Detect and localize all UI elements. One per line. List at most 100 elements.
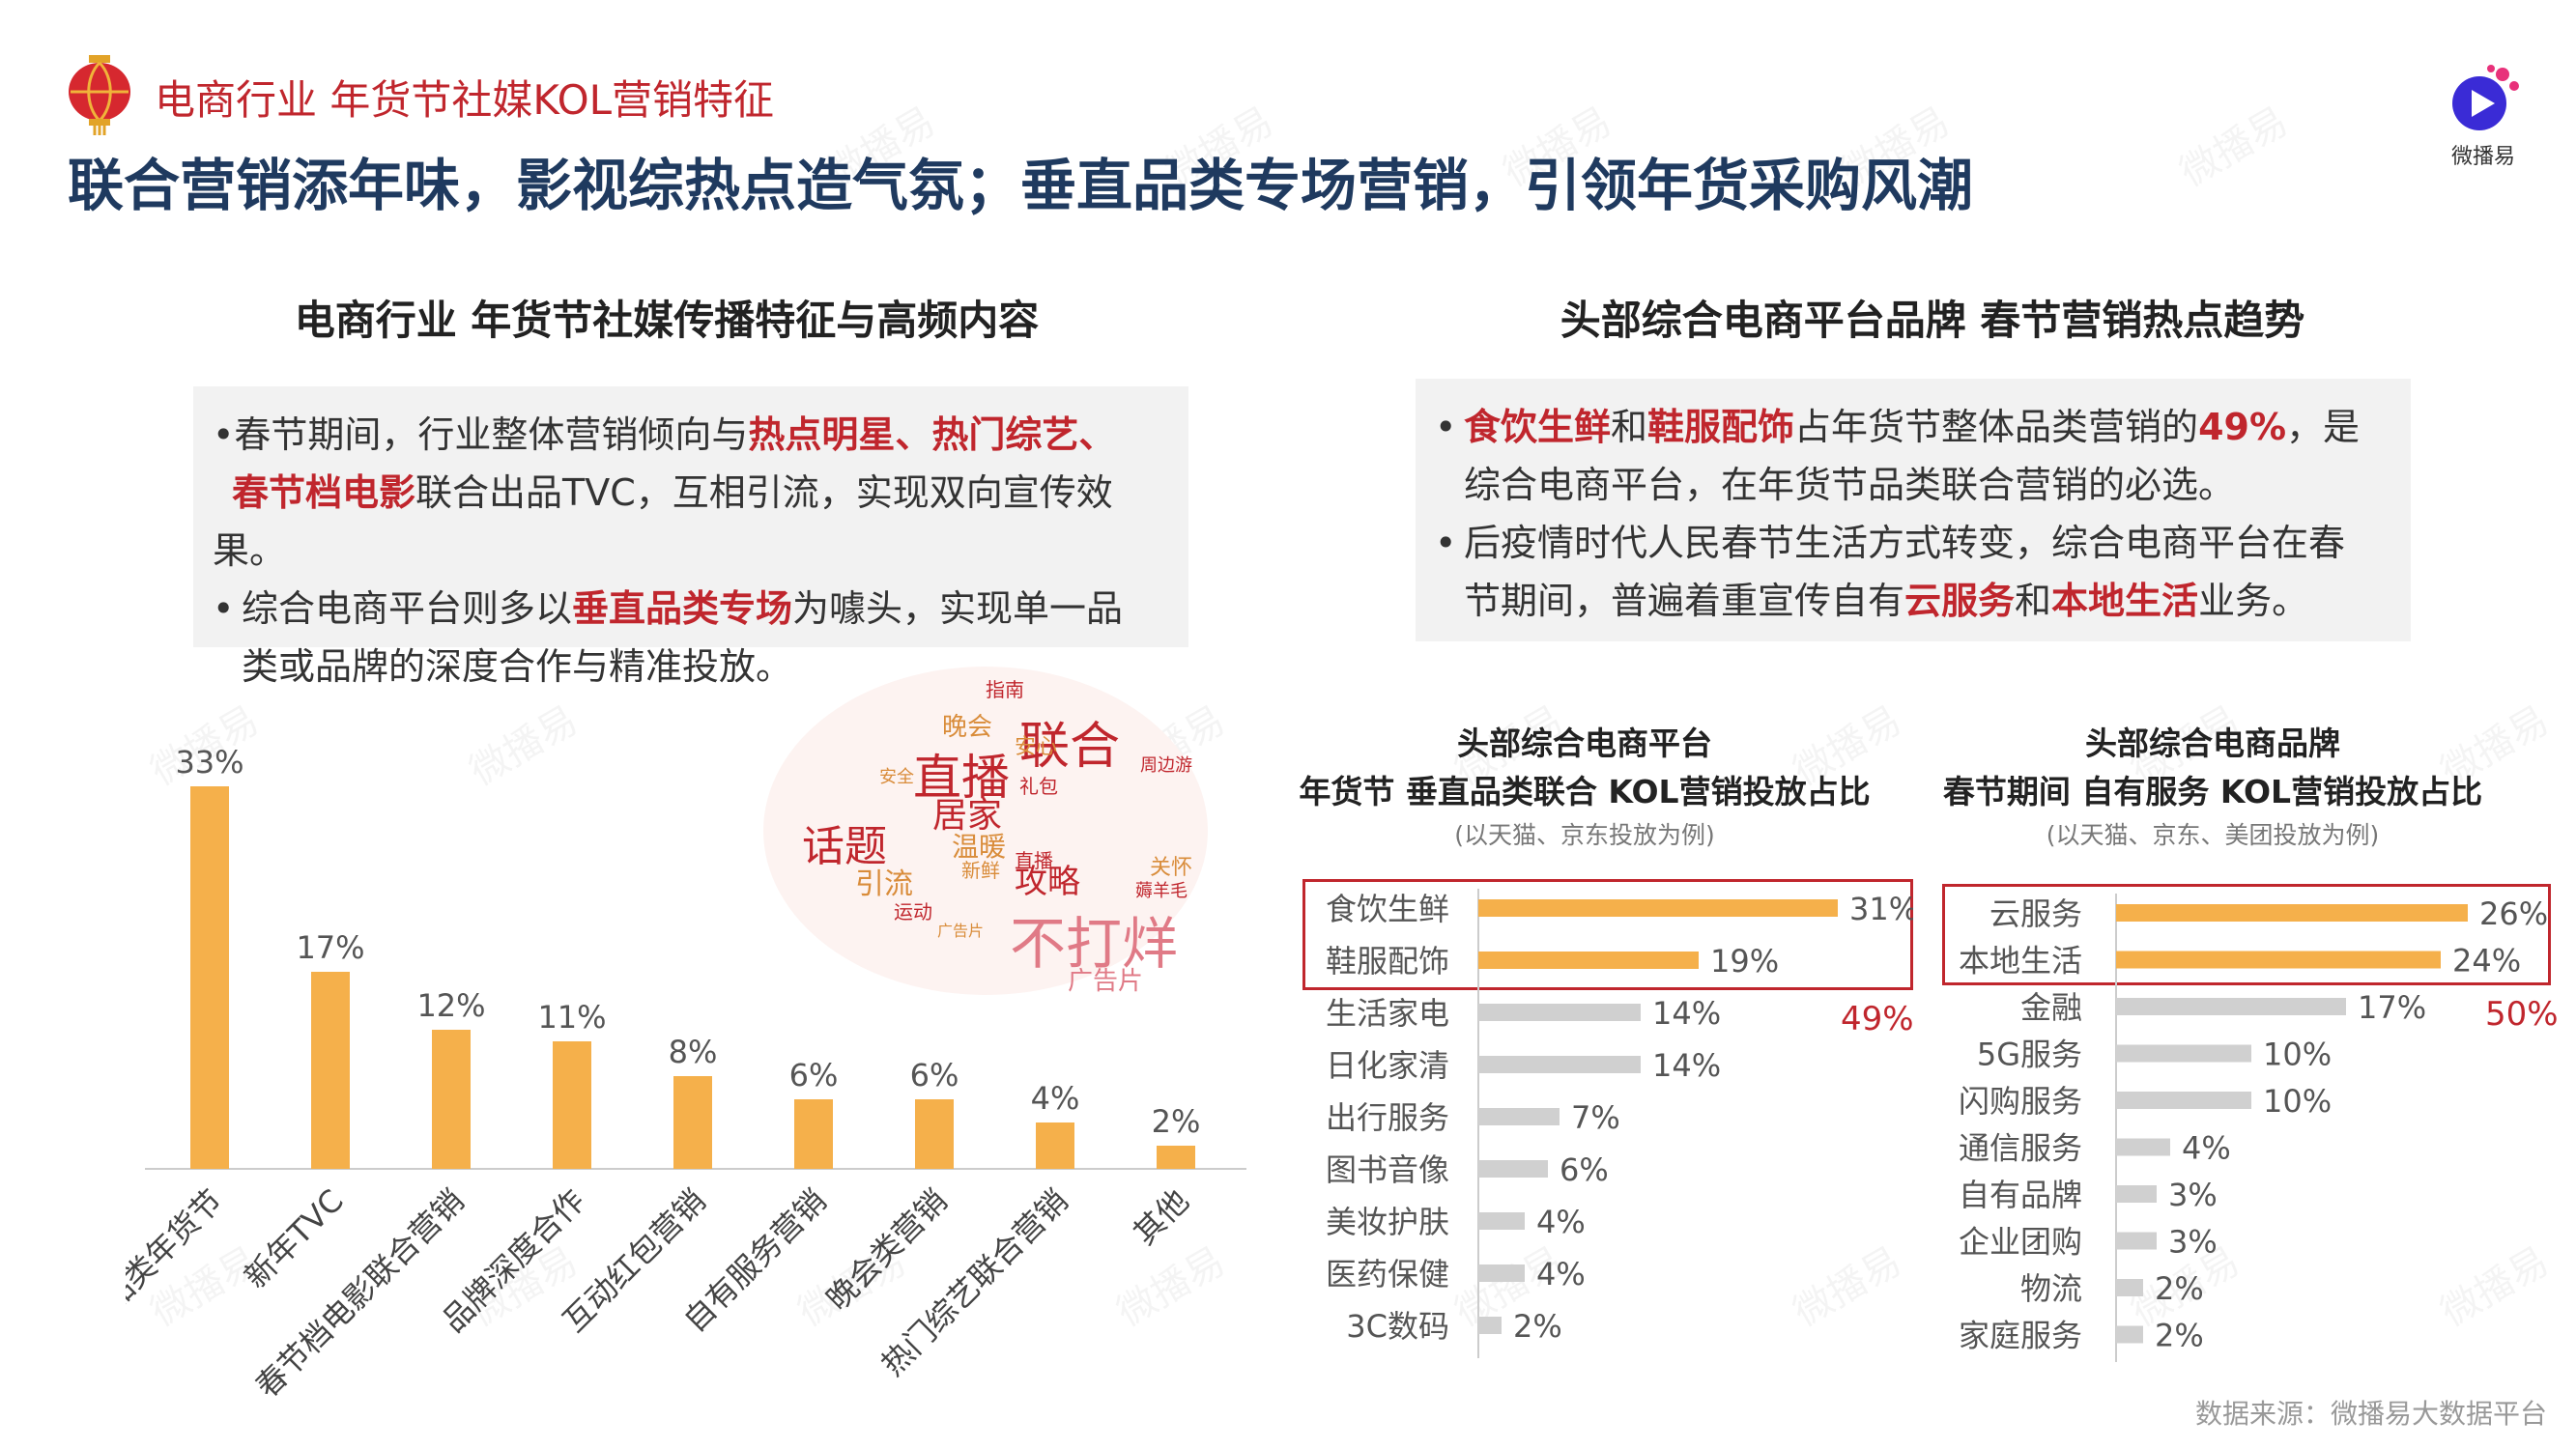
bar bbox=[2116, 1092, 2251, 1109]
data-label: 4% bbox=[1536, 1204, 1586, 1240]
data-label: 14% bbox=[1652, 995, 1721, 1032]
chart-category-marketing: 33%品类年货节17%新年TVC12%春节档电影联合营销11%品牌深度合作8%互… bbox=[126, 744, 1246, 1406]
category-label: 通信服务 bbox=[1959, 1130, 2082, 1167]
cloud-word: 指南 bbox=[986, 678, 1024, 701]
bar bbox=[1478, 1160, 1548, 1178]
category-label: 本地生活 bbox=[1959, 943, 2082, 980]
data-label: 17% bbox=[296, 929, 364, 966]
data-label: 2% bbox=[1513, 1308, 1562, 1345]
left-text-box: •春节期间，行业整体营销倾向与热点明星、热门综艺、 春节档电影联合出品TVC，互… bbox=[193, 386, 1188, 688]
category-label: 日化家清 bbox=[1326, 1047, 1449, 1084]
highlight-total-vertical: 49% bbox=[1841, 1000, 1914, 1038]
bar bbox=[673, 1076, 712, 1169]
category-label: 生活家电 bbox=[1326, 995, 1449, 1032]
category-label: 5G服务 bbox=[1977, 1037, 2082, 1073]
bar bbox=[1478, 1108, 1560, 1125]
category-label: 3C数码 bbox=[1346, 1308, 1449, 1345]
category-label: 医药保健 bbox=[1326, 1256, 1449, 1293]
data-label: 6% bbox=[1560, 1151, 1609, 1188]
chart-vertical-note: (以天猫、京东投放为例) bbox=[1454, 821, 1715, 849]
bar bbox=[1036, 1122, 1074, 1169]
bar bbox=[1478, 952, 1699, 969]
highlight-box-vertical bbox=[1302, 879, 1913, 990]
data-label: 6% bbox=[910, 1057, 959, 1094]
bullet-icon: • bbox=[1435, 522, 1457, 564]
breadcrumb: 电商行业 年货节社媒KOL营销特征 bbox=[155, 76, 775, 124]
chart-vertical-subtitle: 年货节 垂直品类联合 KOL营销投放占比 bbox=[1299, 773, 1871, 810]
data-label: 19% bbox=[1710, 943, 1779, 980]
data-label: 11% bbox=[537, 999, 606, 1036]
chart-service-title: 头部综合电商品牌 bbox=[2085, 724, 2340, 762]
data-label: 24% bbox=[2452, 943, 2521, 980]
data-label: 7% bbox=[1571, 1099, 1620, 1136]
bar bbox=[1478, 1317, 1502, 1334]
chart-service-note: (以天猫、京东、美团投放为例) bbox=[2046, 821, 2380, 849]
bar bbox=[1478, 1212, 1525, 1230]
data-label: 10% bbox=[2263, 1037, 2332, 1073]
category-label: 食饮生鲜 bbox=[1326, 891, 1449, 927]
data-label: 4% bbox=[1031, 1080, 1080, 1117]
cloud-word: 安心 bbox=[1015, 735, 1058, 759]
cloud-word: 薅羊毛 bbox=[1135, 881, 1188, 901]
data-label: 33% bbox=[175, 744, 243, 781]
bar bbox=[1478, 1056, 1641, 1073]
brand-logo-text: 微播易 bbox=[2450, 145, 2515, 169]
x-tick-label: 春节档电影联合营销 bbox=[248, 1182, 472, 1406]
bar bbox=[2116, 1044, 2251, 1063]
x-tick-label: 品类年货节 bbox=[126, 1182, 230, 1318]
cloud-word: 攻略 bbox=[1015, 863, 1080, 901]
left-paragraph-2: • 综合电商平台则多以垂直品类专场为噱头，实现单一品 类或品牌的深度合作与精准投放… bbox=[213, 580, 1169, 696]
data-label: 2% bbox=[2155, 1270, 2204, 1307]
data-label: 4% bbox=[2182, 1130, 2231, 1167]
category-label: 物流 bbox=[2020, 1270, 2082, 1307]
data-label: 2% bbox=[2155, 1318, 2204, 1354]
cloud-word: 温暖 bbox=[952, 831, 1007, 863]
bar bbox=[2116, 1185, 2157, 1203]
data-label: 3% bbox=[2168, 1224, 2218, 1261]
lantern-icon bbox=[66, 53, 133, 135]
bullet-icon: • bbox=[1435, 406, 1457, 448]
right-text-box: • 食饮生鲜和鞋服配饰占年货节整体品类营销的49%，是 综合电商平台，在年货节品类… bbox=[1416, 379, 2411, 641]
cloud-word: 直播 bbox=[1015, 849, 1053, 872]
cloud-word: 广告片 bbox=[937, 922, 985, 940]
category-label: 鞋服配饰 bbox=[1326, 943, 1449, 980]
cloud-word: 引流 bbox=[855, 867, 913, 901]
bar bbox=[553, 1041, 591, 1169]
data-label: 4% bbox=[1536, 1256, 1586, 1293]
data-label: 26% bbox=[2479, 895, 2548, 932]
bar bbox=[1478, 1004, 1641, 1021]
word-cloud: 联合 直播 居家 话题 不打烊 攻略 引流 温暖 晚会 指南 安心 周边游 礼包… bbox=[763, 667, 1208, 996]
cloud-word: 直播 bbox=[913, 750, 1010, 806]
cloud-word: 不打烊 bbox=[1010, 911, 1179, 977]
cloud-word: 居家 bbox=[932, 796, 1003, 836]
data-label: 12% bbox=[416, 987, 485, 1024]
play-logo-icon bbox=[2452, 65, 2519, 130]
chart-own-services: 云服务 26% 本地生活 24% 金融 17% 5G服务 10% 闪购服务 10% 通信服务 4% 自有… bbox=[1959, 894, 2548, 1362]
right-paragraph-1: • 食饮生鲜和鞋服配饰占年货节整体品类营销的49%，是 综合电商平台，在年货节品类… bbox=[1435, 398, 2391, 514]
watermark: 微播易 bbox=[2168, 91, 2297, 197]
category-label: 图书音像 bbox=[1326, 1151, 1449, 1188]
chart-vertical-header: 头部综合电商平台 年货节 垂直品类联合 KOL营销投放占比 (以天猫、京东投放为… bbox=[1295, 720, 1875, 851]
data-label: 2% bbox=[1152, 1103, 1201, 1140]
data-label: 17% bbox=[2358, 989, 2426, 1026]
data-label: 3% bbox=[2168, 1177, 2218, 1213]
chart-vertical-title: 头部综合电商平台 bbox=[1457, 724, 1712, 762]
bar bbox=[2116, 1232, 2157, 1250]
x-tick-label: 新年TVC bbox=[237, 1182, 350, 1295]
cloud-word: 广告片 bbox=[1068, 967, 1144, 996]
bar bbox=[1478, 899, 1838, 917]
chart-vertical-category: 食饮生鲜 31% 鞋服配饰 19% 生活家电 14% 日化家清 14% 出行服务 7% 图书音像 6%… bbox=[1326, 889, 1913, 1358]
bar bbox=[915, 1099, 954, 1169]
chart-service-header: 头部综合电商品牌 春节期间 自有服务 KOL营销投放占比 (以天猫、京东、美团投… bbox=[1932, 720, 2493, 851]
category-label: 云服务 bbox=[1989, 895, 2082, 932]
bar bbox=[2116, 951, 2441, 969]
category-label: 自有品牌 bbox=[1959, 1177, 2082, 1213]
cloud-word: 关怀 bbox=[1150, 856, 1193, 880]
cloud-word: 礼包 bbox=[1019, 775, 1058, 798]
data-label: 6% bbox=[789, 1057, 839, 1094]
cloud-word: 晚会 bbox=[942, 713, 993, 742]
category-label: 家庭服务 bbox=[1959, 1318, 2082, 1354]
bar bbox=[311, 972, 350, 1169]
bar bbox=[2116, 1138, 2170, 1156]
cloud-word: 安全 bbox=[879, 767, 914, 787]
